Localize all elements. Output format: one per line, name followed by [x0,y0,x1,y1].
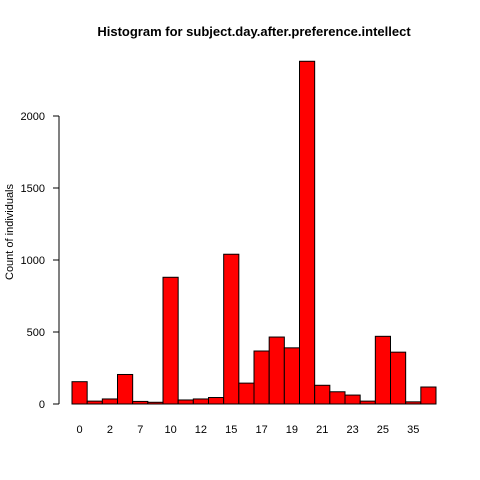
histogram-bar [101,398,119,405]
y-axis-label: Count of individuals [4,184,16,281]
histogram-bar [314,384,331,405]
histogram-bar [374,335,391,405]
x-tick-label: 10 [164,424,176,436]
histogram-bar [177,399,194,405]
histogram-bar [405,401,422,405]
x-tick-label: 15 [225,424,237,436]
y-tick-label: 1000 [21,255,45,267]
histogram-bar [390,351,407,405]
x-tick-label: 0 [77,424,83,436]
histogram-bar [86,400,103,405]
histogram-bar [420,386,437,405]
histogram-bar [132,400,149,405]
histogram-bar [283,347,300,405]
histogram-bar [238,382,255,405]
histogram-bar [192,398,210,405]
histogram-bar [117,373,134,405]
y-tick-label: 500 [27,327,45,339]
histogram-bar [208,397,225,405]
y-tick-label: 2000 [21,111,45,123]
x-tick-label: 7 [137,424,143,436]
x-tick-label: 17 [255,424,267,436]
histogram-bar [147,401,164,405]
x-tick-label: 23 [346,424,358,436]
chart-title: Histogram for subject.day.after.preferen… [97,24,411,39]
x-tick-label: 25 [377,424,389,436]
histogram-bar [162,276,179,405]
histogram-bar [223,253,240,405]
x-tick-label: 21 [316,424,328,436]
histogram-bar [299,60,316,405]
histogram-bar [71,381,88,405]
x-tick-label: 2 [107,424,113,436]
histogram-bar [329,391,346,405]
histogram-bar [344,394,361,405]
histogram-bar [359,400,376,405]
y-axis: 0 500 1000 1500 2000 [21,111,60,411]
y-tick-label: 0 [39,399,45,411]
x-tick-label: 35 [407,424,419,436]
x-tick-labels: 0 2 7 10 12 15 17 19 21 23 25 35 [77,424,420,436]
x-tick-label: 19 [286,424,298,436]
y-tick-label: 1500 [21,183,45,195]
histogram-bar [268,336,285,405]
x-tick-label: 12 [195,424,207,436]
histogram-bar [253,350,270,405]
bars [71,60,437,405]
